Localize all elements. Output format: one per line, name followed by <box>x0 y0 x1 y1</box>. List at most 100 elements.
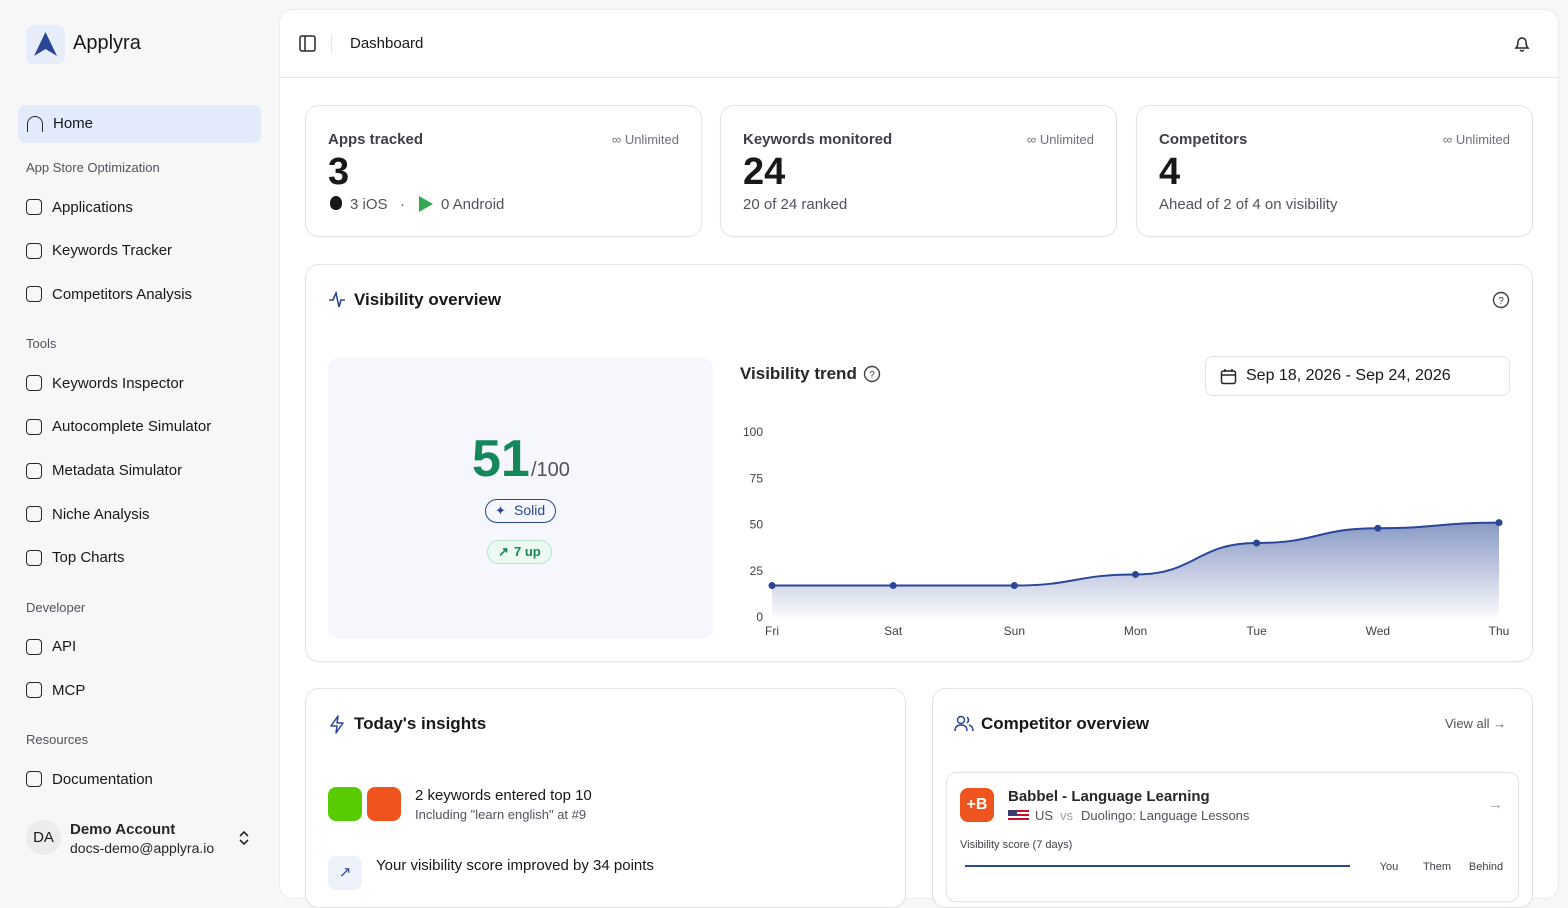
nav-item[interactable]: API <box>26 635 76 659</box>
page-title: Dashboard <box>350 35 424 52</box>
app-name: Babbel - Language Learning <box>1008 788 1210 805</box>
nav-icon <box>26 506 42 523</box>
svg-text:?: ? <box>869 370 875 381</box>
nav-label: Documentation <box>52 770 153 788</box>
nav-home[interactable]: Home <box>18 105 261 143</box>
nav-item[interactable]: MCP <box>26 678 85 702</box>
section-title: Competitor overview <box>981 714 1150 733</box>
nav-icon <box>26 242 42 259</box>
stat-card: Competitors ∞ Unlimited 4 Ahead of 2 of 4 o… <box>1136 105 1533 237</box>
stat-limit: ∞ Unlimited <box>612 132 679 147</box>
nav-label: Top Charts <box>52 549 125 567</box>
stat-detail: 20 of 24 ranked <box>743 196 848 213</box>
score-panel <box>328 357 713 639</box>
legend-label: You <box>1379 861 1399 873</box>
nav-icon <box>26 549 42 566</box>
nav-item[interactable]: Niche Analysis <box>26 502 150 526</box>
nav-icon <box>26 286 42 303</box>
nav-item[interactable]: Keywords Inspector <box>26 371 184 395</box>
header-divider <box>279 77 1559 78</box>
nav-icon <box>26 638 42 655</box>
nav-label: MCP <box>52 681 86 699</box>
x-tick-label: Fri <box>765 624 779 638</box>
ios-count: 3 iOS <box>350 196 388 213</box>
view-all[interactable]: View all → <box>1445 716 1507 731</box>
score-max: /100 <box>531 459 570 481</box>
separator: · <box>400 196 405 213</box>
nav-item[interactable]: Autocomplete Simulator <box>26 415 211 439</box>
account-name: Demo Account <box>70 821 176 838</box>
nav-label: Keywords Tracker <box>52 242 173 260</box>
infinity-icon: ∞ <box>611 132 625 147</box>
limit-text: Unlimited <box>1455 132 1510 147</box>
nav-label: Keywords Inspector <box>52 374 184 392</box>
country: US <box>1035 808 1054 823</box>
y-tick-label: 0 <box>756 610 763 624</box>
nav-item[interactable]: Top Charts <box>26 546 125 570</box>
score-badge: ✦ Solid <box>485 499 557 523</box>
nav-icon <box>26 771 42 787</box>
nav-section-title: Developer <box>26 599 86 615</box>
score-value: 51 <box>472 430 530 488</box>
point <box>1374 524 1382 532</box>
nav-item[interactable]: Applications <box>26 195 133 219</box>
badge-text: Solid <box>514 502 546 518</box>
stat-label: Competitors <box>1159 131 1248 148</box>
nav-item[interactable]: Competitors Analysis <box>26 282 192 306</box>
insight-detail: Including "learn english" at #9 <box>415 807 587 822</box>
nav-item[interactable]: Documentation <box>26 767 153 791</box>
nav-label: API <box>52 638 77 656</box>
insights-card <box>305 688 906 908</box>
vs: vs <box>1060 808 1073 823</box>
open-arrow[interactable]: → <box>1488 796 1503 813</box>
stat-label: Apps tracked <box>328 131 424 148</box>
stat-card: Keywords monitored ∞ Unlimited 24 20 of 24 … <box>720 105 1117 237</box>
notifications[interactable] <box>1513 34 1531 53</box>
x-tick-label: Sat <box>884 624 903 638</box>
x-tick-label: Tue <box>1247 624 1268 638</box>
nav-section-title: Resources <box>26 732 89 747</box>
stat-limit: ∞ Unlimited <box>1027 132 1094 147</box>
section-title: Visibility overview <box>354 290 502 309</box>
point <box>889 582 897 590</box>
insight-title: Your visibility score improved by 34 poi… <box>376 857 654 874</box>
stat-card: Apps tracked ∞ Unlimited 3 3 iOS · 0 Android <box>305 105 702 237</box>
y-tick-label: 75 <box>750 471 764 485</box>
x-tick-label: Sun <box>1004 624 1025 638</box>
nav-icon <box>26 418 42 435</box>
nav-label: Home <box>53 115 94 132</box>
y-tick-label: 50 <box>750 518 764 532</box>
nav-item[interactable]: Keywords Tracker <box>26 239 172 263</box>
nav-icon <box>26 375 42 392</box>
nav-label: Niche Analysis <box>52 505 150 523</box>
nav-label: Autocomplete Simulator <box>52 418 212 436</box>
x-tick-label: Wed <box>1366 624 1390 638</box>
account-switch[interactable] <box>236 829 252 847</box>
nav-section-title: Tools <box>26 336 57 352</box>
date-picker[interactable]: Sep 18, 2026 - Sep 24, 2026 <box>1205 356 1510 396</box>
users-icon <box>954 715 974 732</box>
stat-detail: Ahead of 2 of 4 on visibility <box>1159 196 1338 213</box>
stat-limit: ∞ Unlimited <box>1443 132 1510 147</box>
sidebar-toggle[interactable] <box>299 35 316 52</box>
page: {"sidebar":{"brand":"Applyra","home":"Ho… <box>18 9 1559 908</box>
nav-icon <box>26 682 42 699</box>
chart-help[interactable]: ? <box>863 365 881 383</box>
brand-name: Applyra <box>73 32 141 54</box>
limit-text: Unlimited <box>624 132 679 147</box>
separator <box>331 34 332 52</box>
point <box>1010 582 1018 590</box>
section-title: Today's insights <box>354 714 487 733</box>
limit-text: Unlimited <box>1039 132 1094 147</box>
stat-label: Keywords monitored <box>743 131 893 148</box>
y-tick-label: 100 <box>743 425 763 439</box>
nav-item[interactable]: Metadata Simulator <box>26 459 182 483</box>
rival: Duolingo: Language Lessons <box>1081 808 1250 823</box>
score-label: Visibility score (7 days) <box>960 839 1073 851</box>
help-icon[interactable]: ? <box>1492 291 1510 309</box>
nav-icon <box>26 199 42 215</box>
view-all-text: View all <box>1445 716 1490 731</box>
app-icon <box>367 787 401 821</box>
nav-icon <box>26 462 42 479</box>
mini-line <box>965 865 1350 867</box>
